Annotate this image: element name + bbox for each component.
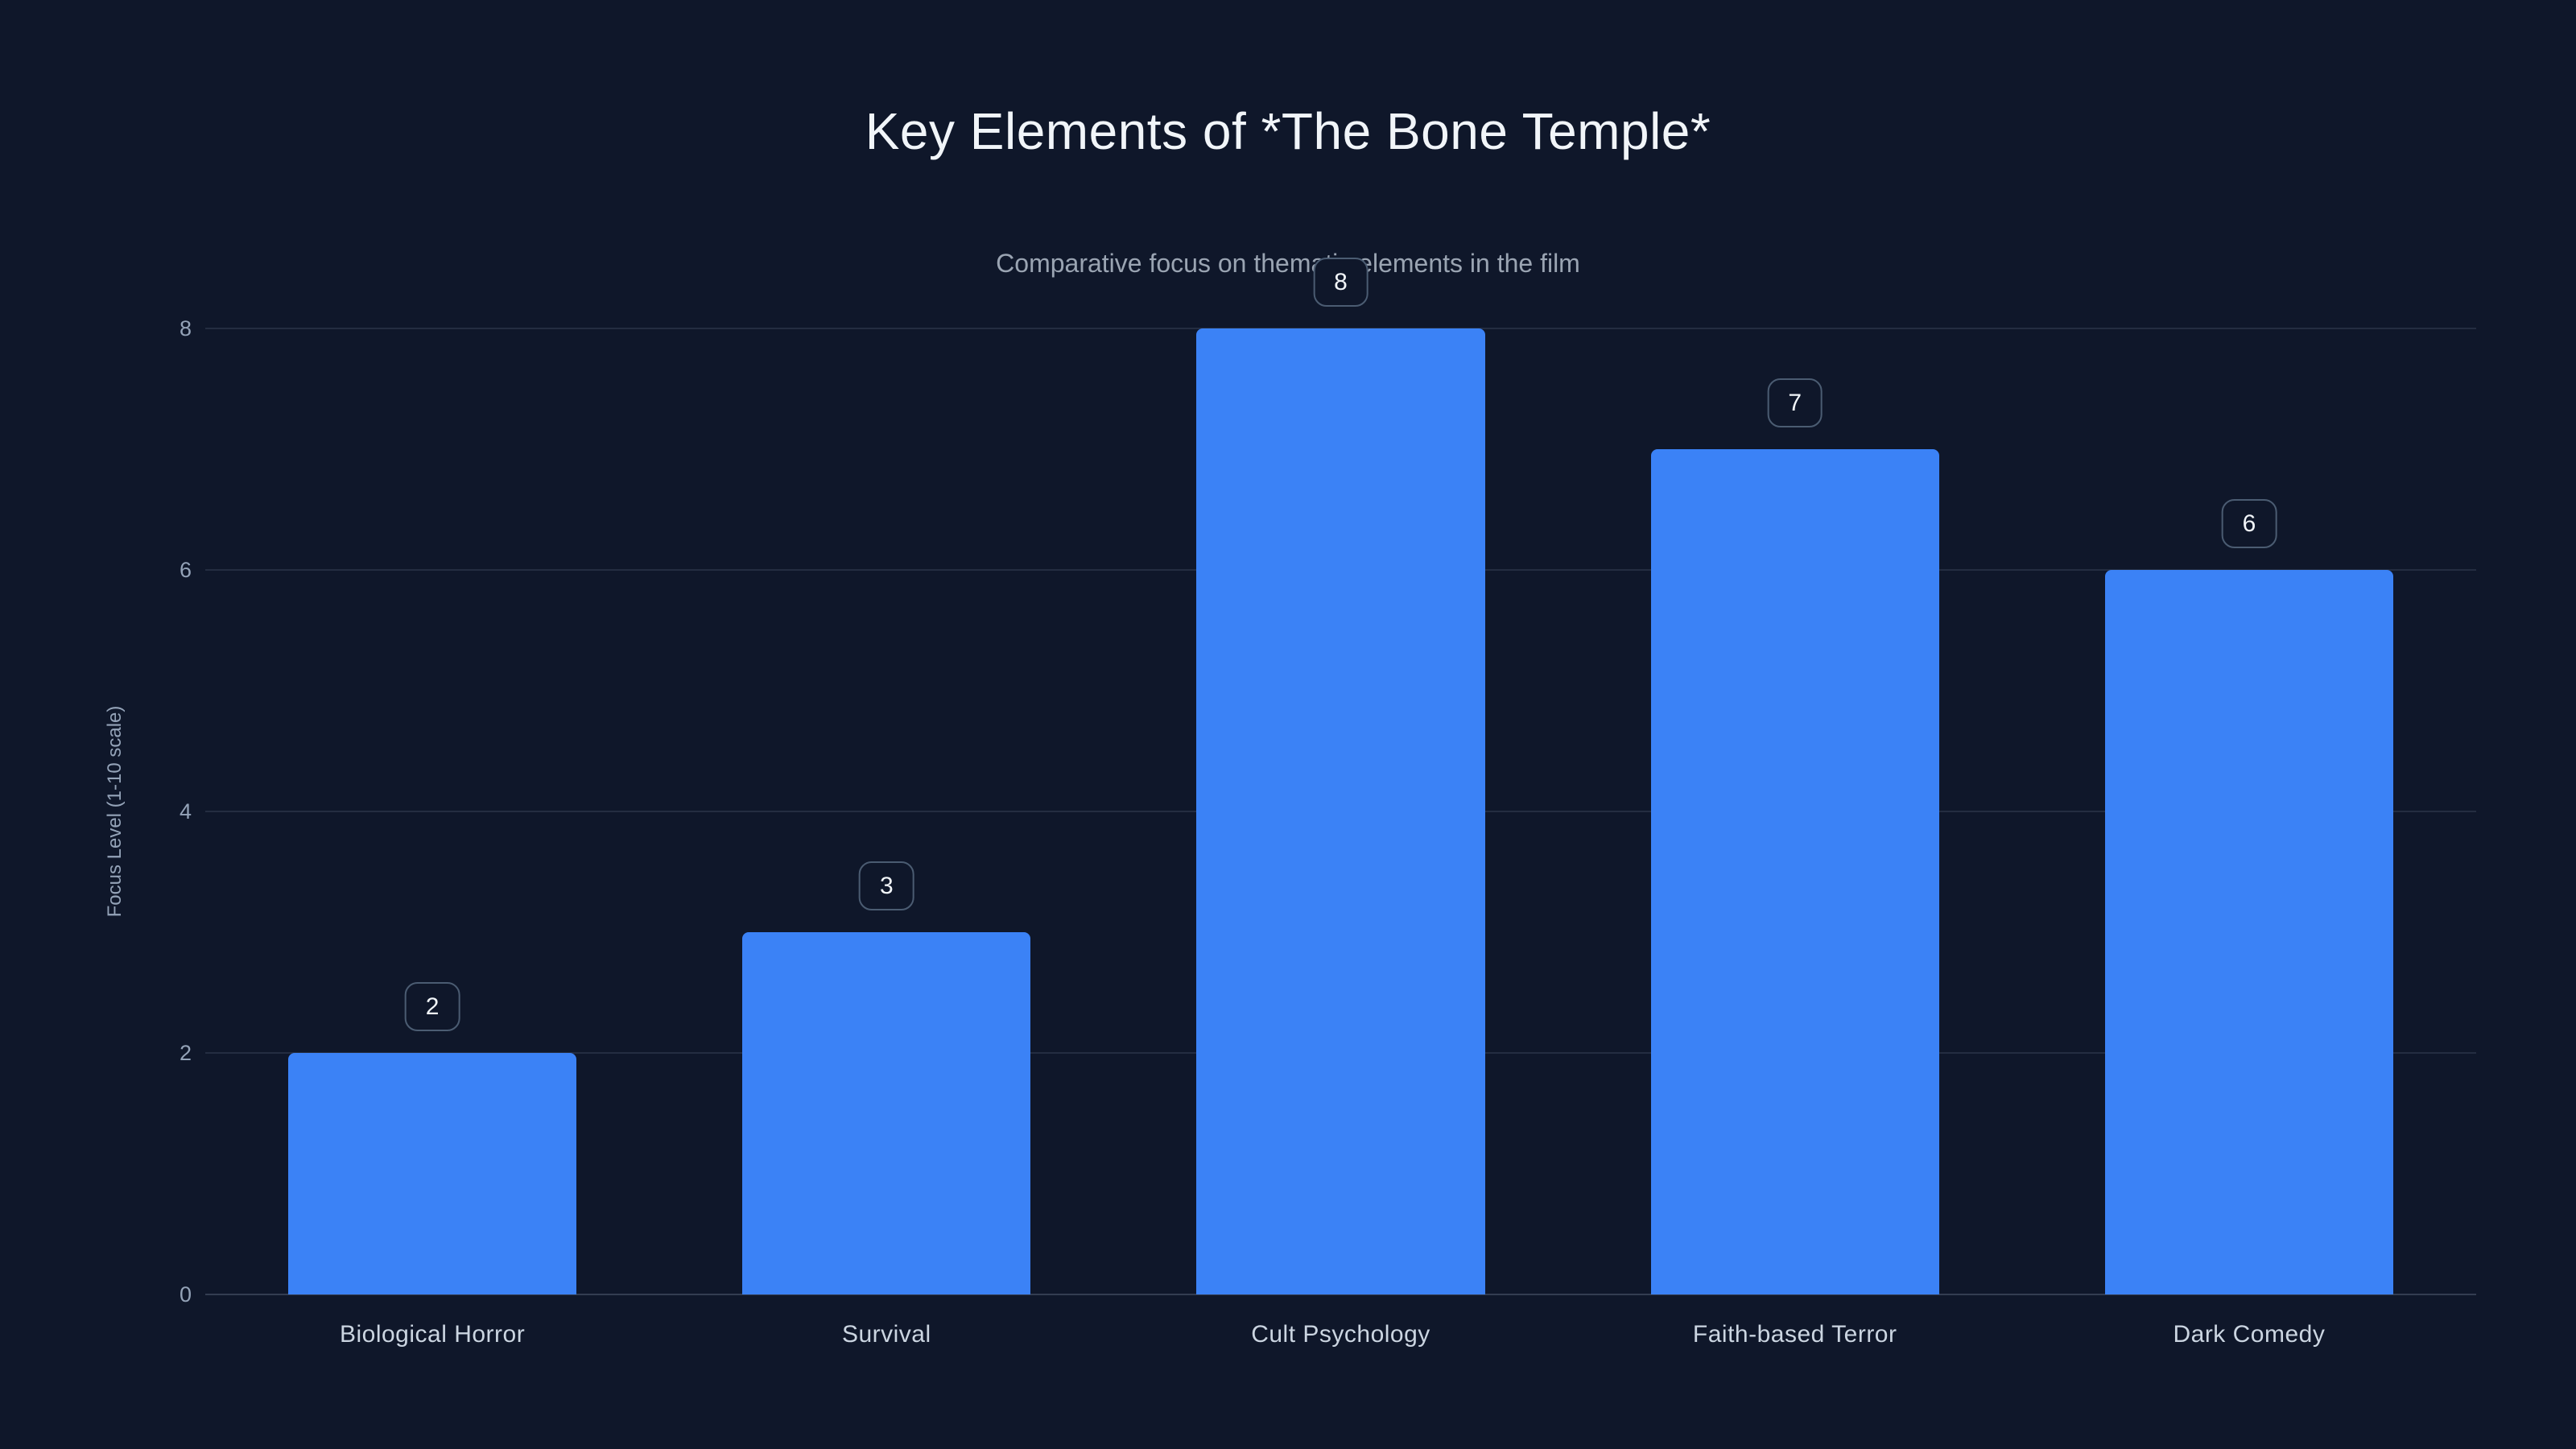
bars-row: 2 3 8 7 6 bbox=[205, 258, 2476, 1294]
bar-slot-faith-based-terror: 7 bbox=[1568, 328, 2022, 1294]
bar-faith-based-terror: 7 bbox=[1650, 378, 1939, 1294]
chart-title: Key Elements of *The Bone Temple* bbox=[865, 102, 1711, 160]
bar-slot-cult-psychology: 8 bbox=[1113, 258, 1567, 1294]
y-tick-0: 0 bbox=[179, 1282, 192, 1307]
y-axis-ticks: 0 2 4 6 8 bbox=[105, 317, 192, 1306]
bar-slot-survival: 3 bbox=[659, 328, 1113, 1294]
y-tick-4: 4 bbox=[179, 799, 192, 824]
bar-cult-psychology: 8 bbox=[1196, 258, 1485, 1294]
bar-slot-biological-horror: 2 bbox=[205, 328, 659, 1294]
x-label-dark-comedy: Dark Comedy bbox=[2173, 1321, 2326, 1348]
x-label-cult-psychology: Cult Psychology bbox=[1251, 1321, 1430, 1348]
gridline-0 bbox=[205, 1294, 2476, 1295]
y-tick-8: 8 bbox=[179, 316, 192, 341]
chart-subtitle: Comparative focus on thematic elements i… bbox=[996, 249, 1580, 278]
bar-survival: 3 bbox=[742, 861, 1031, 1294]
y-tick-2: 2 bbox=[179, 1041, 192, 1065]
bar-dark-comedy: 6 bbox=[2104, 499, 2394, 1294]
x-label-faith-based-terror: Faith-based Terror bbox=[1692, 1321, 1897, 1348]
value-label-survival: 3 bbox=[858, 861, 914, 910]
bar-slot-dark-comedy: 6 bbox=[2022, 328, 2476, 1294]
x-axis-labels: Biological Horror Survival Cult Psychology… bbox=[205, 1320, 2476, 1349]
y-tick-6: 6 bbox=[179, 558, 192, 582]
value-label-biological-horror: 2 bbox=[404, 982, 460, 1031]
value-label-cult-psychology: 8 bbox=[1313, 258, 1368, 307]
plot-area: 2 3 8 7 6 bbox=[205, 258, 2476, 1295]
value-label-dark-comedy: 6 bbox=[2221, 499, 2277, 548]
x-label-survival: Survival bbox=[841, 1321, 931, 1348]
value-label-faith-based-terror: 7 bbox=[1767, 378, 1823, 427]
bar-biological-horror: 2 bbox=[287, 982, 577, 1294]
x-label-biological-horror: Biological Horror bbox=[339, 1321, 526, 1348]
